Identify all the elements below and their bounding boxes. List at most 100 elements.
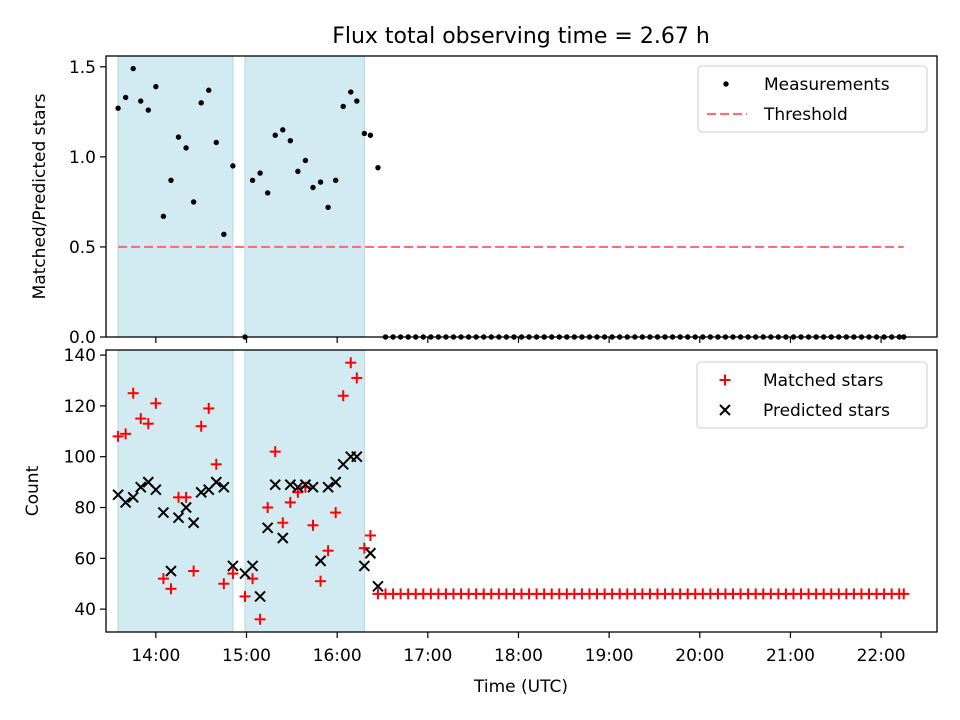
marker-stroke	[210, 476, 223, 488]
x-tick-label: 21:00	[766, 646, 815, 666]
data-point	[261, 522, 274, 534]
data-point	[175, 134, 182, 140]
data-point	[361, 130, 368, 137]
y-tick-label: 1.0	[69, 148, 96, 168]
marker-stroke	[195, 486, 207, 498]
data-point	[119, 496, 132, 509]
y-tick-label: 80	[74, 499, 96, 519]
marker-stroke	[299, 478, 312, 491]
data-point	[364, 547, 377, 559]
data-point	[157, 506, 170, 519]
data-point	[127, 387, 139, 399]
y-axis-label: Count	[23, 465, 43, 516]
marker-stroke	[261, 522, 274, 534]
legend-marker	[719, 404, 731, 416]
x-tick-label: 15:00	[222, 646, 271, 666]
data-point	[130, 65, 136, 72]
data-point	[354, 98, 360, 104]
legend: Measurements Threshold	[697, 65, 928, 133]
data-point	[315, 575, 327, 587]
data-point	[213, 139, 219, 146]
marker-stroke	[322, 481, 334, 493]
data-point	[195, 420, 207, 432]
x-tick-label: 22:00	[857, 646, 906, 666]
data-point	[120, 428, 132, 440]
data-point	[190, 199, 197, 205]
data-point	[227, 568, 239, 580]
data-point	[180, 501, 192, 514]
legend-label: Predicted stars	[763, 401, 890, 421]
marker-stroke	[329, 476, 342, 488]
marker-stroke	[246, 560, 259, 572]
marker-stroke	[187, 517, 200, 529]
data-point	[272, 132, 278, 138]
data-point	[239, 590, 251, 602]
y-tick-label: 140	[64, 346, 96, 366]
marker-stroke	[307, 481, 319, 493]
data-point	[254, 613, 266, 625]
data-point	[337, 390, 349, 402]
data-point	[135, 481, 147, 493]
data-point	[302, 157, 309, 164]
data-point	[183, 145, 189, 151]
data-point	[332, 177, 339, 183]
data-point	[277, 517, 289, 529]
y-tick-label: 0.0	[69, 328, 96, 348]
marker-stroke	[292, 481, 304, 493]
legend: Matched stars Predicted stars	[696, 361, 928, 429]
data-point	[364, 529, 376, 541]
data-point	[367, 132, 374, 138]
marker-stroke	[127, 491, 139, 504]
data-point	[187, 517, 200, 529]
series-1	[112, 357, 910, 625]
axes-frame	[105, 55, 938, 338]
data-point	[295, 168, 301, 174]
count-panel: 14:00 15:00 16:00 17:00 18:00 19:00 20:00 21:00…	[23, 346, 938, 666]
data-point	[122, 94, 129, 101]
data-point	[372, 580, 384, 592]
marker-stroke	[719, 404, 731, 416]
y-tick-label: 0.5	[69, 238, 96, 258]
data-point	[284, 478, 297, 491]
shaded-interval-1	[117, 55, 234, 338]
axes-frame	[105, 349, 938, 633]
data-point	[284, 496, 296, 508]
x-tick-label: 14:00	[131, 646, 180, 666]
data-point	[262, 502, 274, 514]
data-point	[269, 478, 281, 491]
data-point	[145, 107, 152, 113]
marker-stroke	[165, 565, 177, 577]
data-point	[249, 177, 256, 183]
x-axis-label: Time (UTC)	[473, 677, 568, 697]
marker-stroke	[351, 450, 363, 463]
data-point	[330, 507, 342, 519]
shaded-interval-2	[244, 55, 365, 338]
marker-stroke	[269, 478, 281, 491]
data-point	[112, 430, 124, 442]
data-point	[150, 397, 162, 409]
x-tick-label: 17:00	[403, 646, 452, 666]
data-point	[299, 478, 312, 491]
data-point	[358, 542, 370, 554]
data-point	[310, 184, 316, 191]
data-point	[898, 588, 910, 600]
y-tick-label: 1.5	[69, 58, 96, 78]
marker-stroke	[172, 511, 185, 524]
data-point	[227, 560, 239, 572]
data-point	[254, 590, 266, 603]
data-point	[138, 98, 144, 104]
marker-stroke	[180, 501, 192, 514]
data-point	[292, 481, 304, 493]
data-point	[198, 100, 204, 106]
data-point	[142, 418, 154, 430]
data-point	[157, 573, 169, 585]
data-point	[287, 137, 294, 144]
data-point	[218, 578, 230, 590]
x-tick-label: 20:00	[675, 646, 724, 666]
data-point	[340, 103, 346, 110]
y-tick-label: 40	[74, 600, 96, 620]
data-point	[246, 560, 259, 572]
data-point	[115, 105, 121, 111]
data-point	[172, 511, 185, 524]
marker-stroke	[119, 496, 132, 509]
